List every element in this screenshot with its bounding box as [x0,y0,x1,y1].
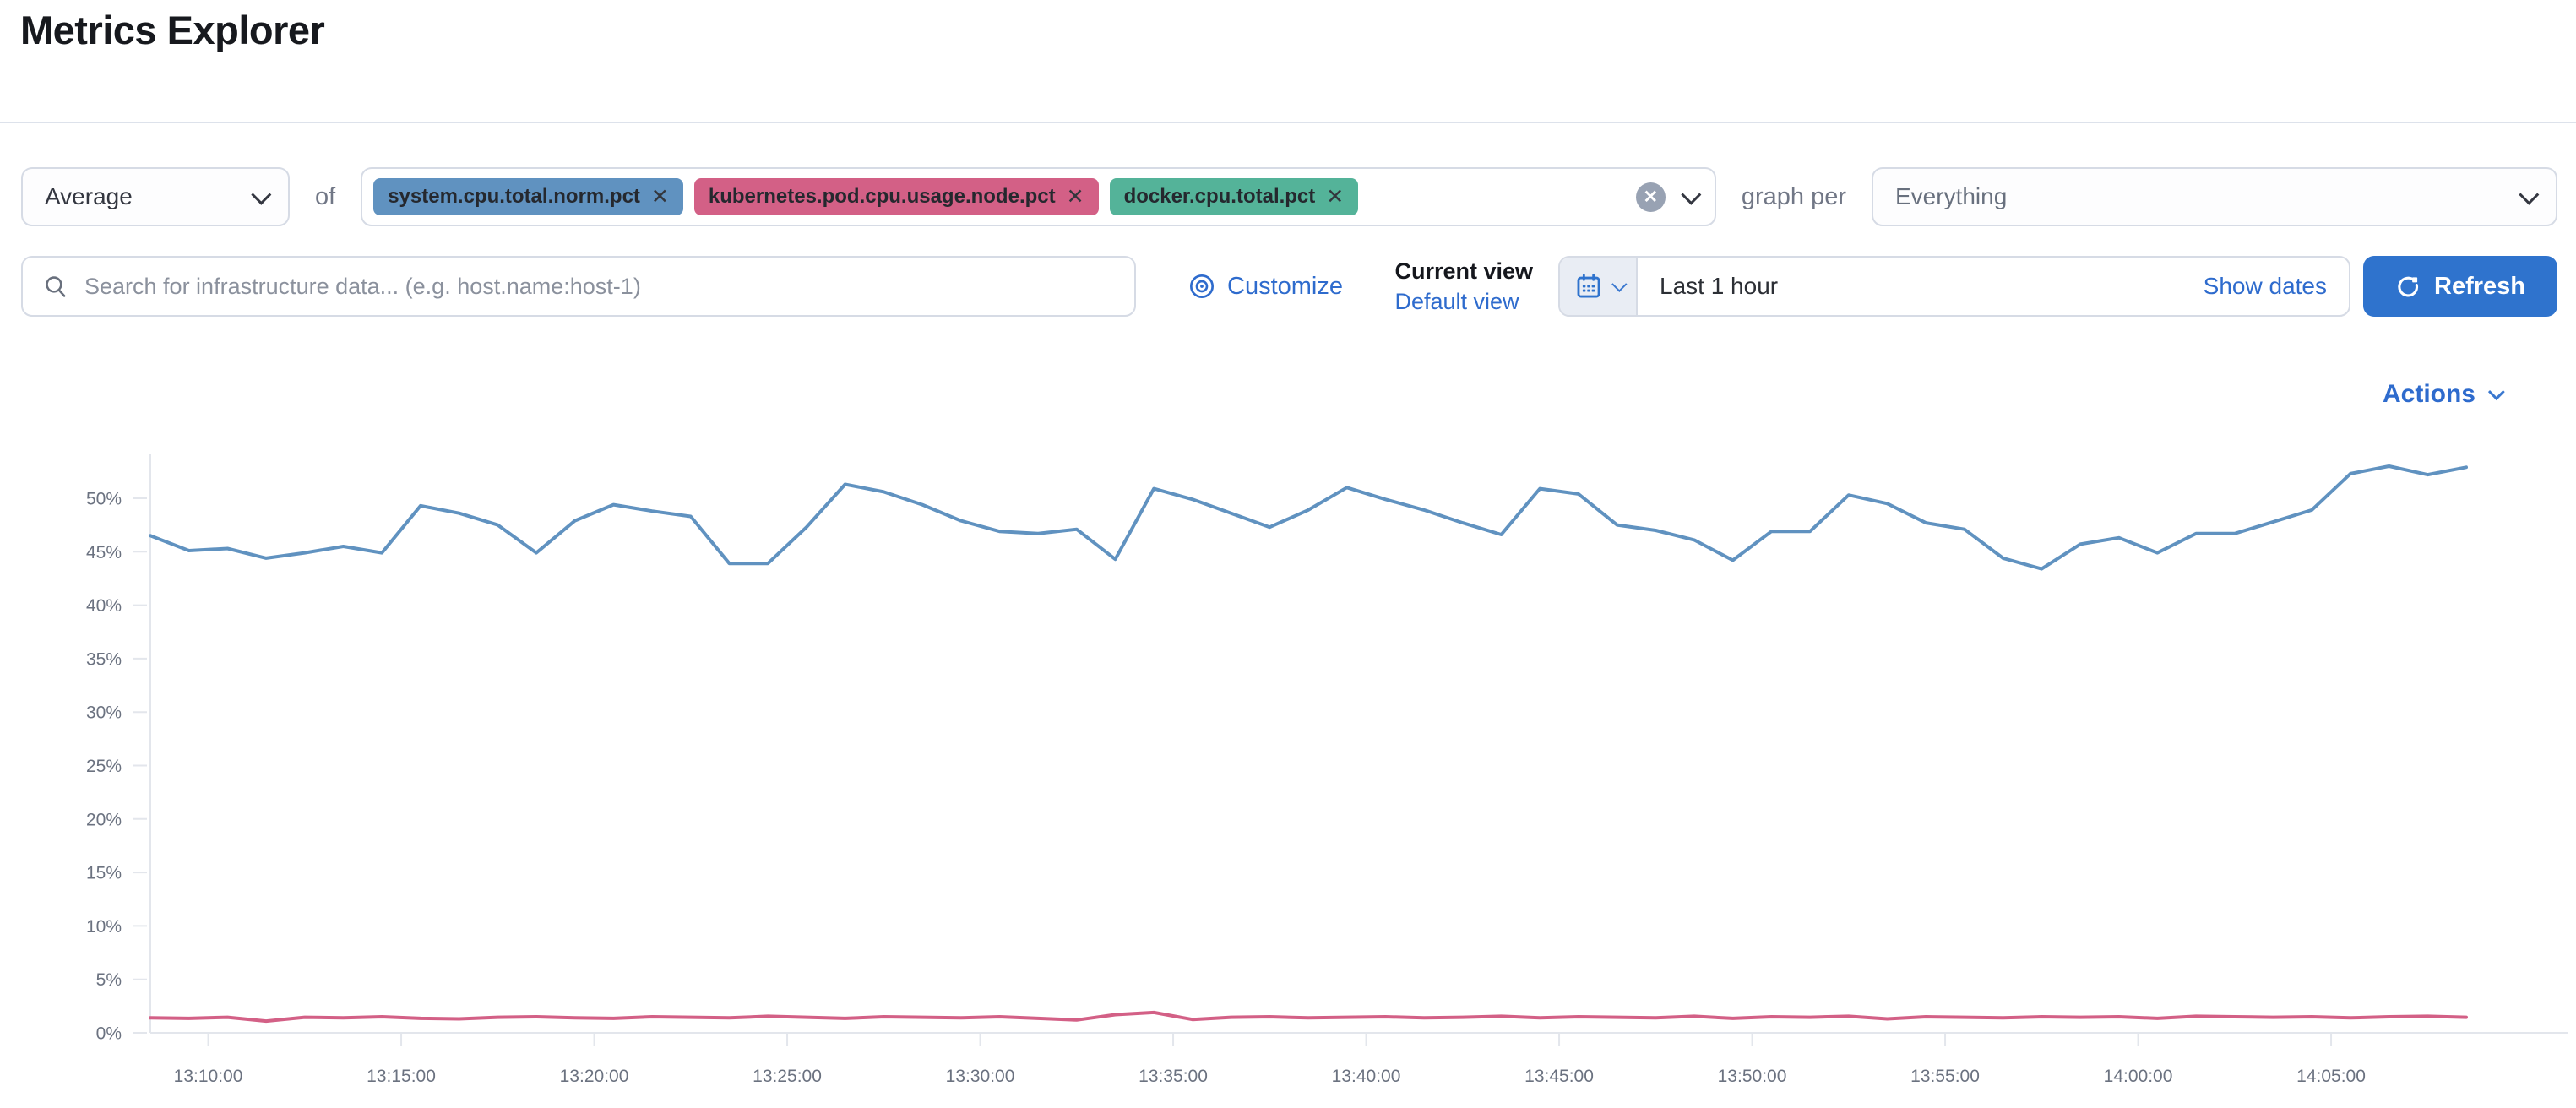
metric-tag-label: docker.cpu.total.pct [1123,185,1316,208]
header-divider [0,122,2576,123]
toolbar-row: Customize Current view Default view Last… [21,256,2557,317]
y-axis-tick-label: 40% [86,596,122,616]
series-line-system.cpu.total.norm.pct [149,464,2468,571]
date-picker: Last 1 hour Show dates [1558,256,2350,317]
aggregation-select[interactable]: Average [21,167,290,226]
page-title: Metrics Explorer [20,8,325,52]
y-axis-tick-label: 5% [96,970,122,990]
time-range-value: Last 1 hour [1660,273,1779,299]
x-axis-tick-label: 13:20:00 [560,1067,629,1086]
customize-button[interactable]: Customize [1188,273,1343,301]
x-axis-tick-label: 13:15:00 [367,1067,436,1086]
chevron-down-icon[interactable] [1681,184,1702,205]
y-axis-tick-label: 45% [86,543,122,562]
refresh-button[interactable]: Refresh [2363,256,2557,317]
remove-metric-icon[interactable]: ✕ [1326,185,1345,209]
metric-tag-label: kubernetes.pod.cpu.usage.node.pct [708,185,1056,208]
x-axis-tick-label: 13:35:00 [1139,1067,1208,1086]
of-label: of [315,182,336,210]
metric-tag[interactable]: kubernetes.pod.cpu.usage.node.pct ✕ [693,178,1099,215]
x-axis-tick-label: 13:55:00 [1910,1067,1980,1086]
chevron-down-icon [1611,275,1628,292]
y-axis-tick-label: 35% [86,649,122,669]
search-input[interactable] [84,273,1114,300]
show-dates-link[interactable]: Show dates [2203,273,2327,299]
eye-icon [1190,274,1214,298]
x-axis-tick-label: 14:05:00 [2296,1067,2366,1086]
aggregation-value: Average [45,183,133,209]
view-selector: Current view Default view [1394,256,1533,317]
x-axis-tick-label: 13:30:00 [946,1067,1015,1086]
metric-tag-label: system.cpu.total.norm.pct [388,185,640,208]
graph-per-select[interactable]: Everything [1872,167,2557,226]
refresh-icon [2398,276,2419,296]
series-line-kubernetes.pod.cpu.usage.node.pct [149,1010,2468,1024]
x-axis-tick-label: 13:45:00 [1524,1067,1594,1086]
y-axis-tick-label: 10% [86,917,122,937]
date-range-field[interactable]: Last 1 hour Show dates [1638,258,2349,315]
search-icon [46,275,66,297]
x-axis-tick-label: 13:40:00 [1332,1067,1401,1086]
metric-tag[interactable]: system.cpu.total.norm.pct ✕ [373,178,683,215]
graph-per-value: Everything [1895,183,2008,209]
graph-per-label: graph per [1741,182,1846,210]
search-box[interactable] [21,256,1136,317]
date-quick-select-button[interactable] [1560,258,1638,315]
calendar-icon [1577,274,1600,298]
y-axis-tick-label: 50% [86,490,122,509]
current-view-label: Current view [1394,258,1533,284]
y-axis-tick-label: 15% [86,864,122,883]
remove-metric-icon[interactable]: ✕ [650,185,669,209]
x-axis-tick-label: 14:00:00 [2104,1067,2173,1086]
combobox-controls: ✕ [1635,182,1702,212]
x-axis-tick-label: 13:10:00 [174,1067,243,1086]
actions-label: Actions [2382,380,2475,408]
clear-metrics-button[interactable]: ✕ [1635,182,1666,212]
y-axis-tick-label: 20% [86,810,122,829]
y-axis-tick-label: 30% [86,703,122,723]
refresh-label: Refresh [2434,272,2525,300]
customize-label: Customize [1227,272,1343,300]
chevron-down-icon [251,184,272,205]
actions-menu-button[interactable]: Actions [2382,380,2505,409]
chevron-down-icon [2519,184,2540,205]
metrics-combobox[interactable]: system.cpu.total.norm.pct ✕ kubernetes.pod… [361,167,1716,226]
remove-metric-icon[interactable]: ✕ [1066,185,1084,209]
x-axis-tick-label: 13:25:00 [753,1067,822,1086]
default-view-link[interactable]: Default view [1394,289,1519,314]
y-axis-tick-label: 25% [86,757,122,776]
x-axis-tick-label: 13:50:00 [1718,1067,1787,1086]
y-axis-tick-label: 0% [96,1024,122,1044]
metric-tag[interactable]: docker.cpu.total.pct ✕ [1109,178,1359,215]
metrics-control-row: Average of system.cpu.total.norm.pct ✕ kub… [21,167,2557,226]
